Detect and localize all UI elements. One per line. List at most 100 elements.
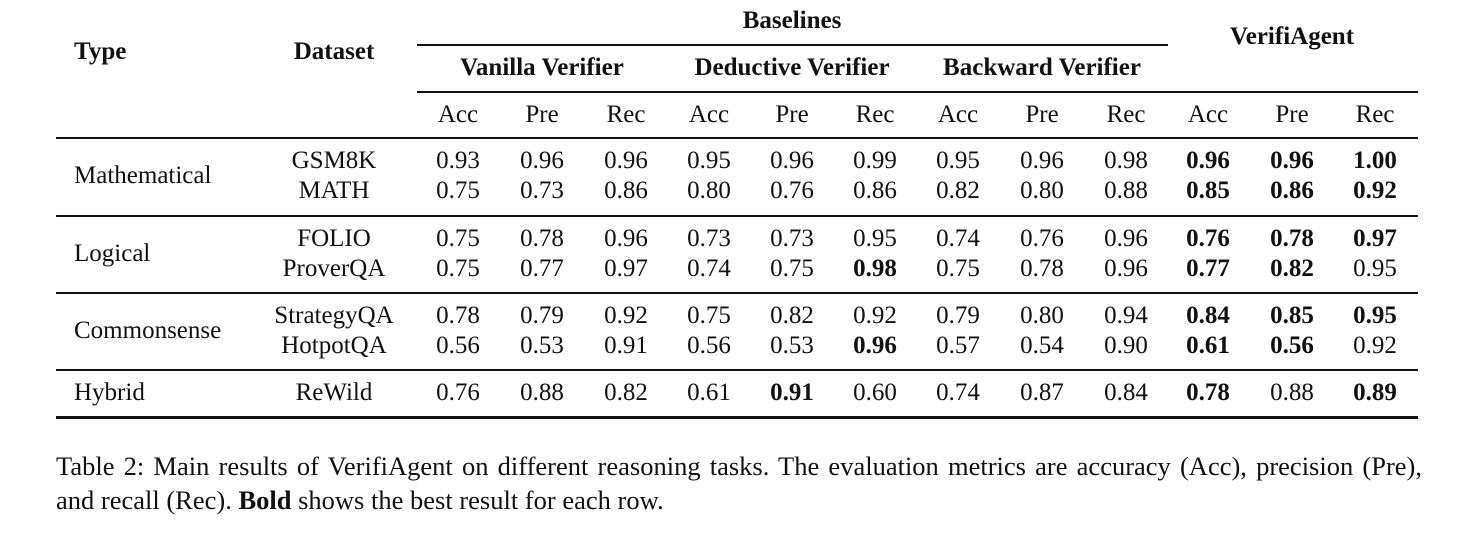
value-cell: 0.97 — [604, 255, 648, 282]
section-rule-2 — [56, 292, 1418, 294]
value-cell: 0.98 — [1104, 147, 1148, 174]
header-vanilla-verifier: Vanilla Verifier — [460, 54, 624, 81]
value-cell: 0.56 — [1270, 332, 1314, 359]
value-cell: 0.75 — [436, 225, 480, 252]
value-cell: 0.75 — [936, 255, 980, 282]
value-cell: 0.96 — [520, 147, 564, 174]
caption-bold-word: Bold — [238, 485, 292, 515]
value-cell: 0.95 — [687, 147, 731, 174]
dataset-cell: MATH — [298, 177, 370, 204]
value-cell: 0.84 — [1186, 302, 1230, 329]
value-cell: 0.78 — [520, 225, 564, 252]
metric-header: Pre — [1275, 101, 1309, 128]
value-cell: 0.96 — [1186, 147, 1230, 174]
value-cell: 0.75 — [687, 302, 731, 329]
value-cell: 0.96 — [1104, 255, 1148, 282]
value-cell: 0.92 — [604, 302, 648, 329]
value-cell: 0.89 — [1353, 379, 1397, 406]
metric-header: Rec — [606, 101, 646, 128]
header-type: Type — [74, 38, 127, 65]
value-cell: 0.80 — [1020, 177, 1064, 204]
value-cell: 0.95 — [853, 225, 897, 252]
dataset-cell: GSM8K — [291, 147, 377, 174]
value-cell: 0.61 — [1186, 332, 1230, 359]
value-cell: 0.75 — [436, 255, 480, 282]
header-verifiagent: VerifiAgent — [1229, 23, 1355, 50]
value-cell: 0.76 — [1020, 225, 1064, 252]
value-cell: 0.93 — [436, 147, 480, 174]
dataset-cell: ProverQA — [282, 255, 386, 282]
value-cell: 0.82 — [604, 379, 648, 406]
metric-header: Rec — [855, 101, 895, 128]
baselines-rule — [417, 44, 1168, 46]
header-bottom-rule — [56, 137, 1418, 139]
value-cell: 0.95 — [1353, 302, 1397, 329]
value-cell: 0.53 — [520, 332, 564, 359]
value-cell: 0.96 — [604, 147, 648, 174]
metric-header: Pre — [1025, 101, 1059, 128]
value-cell: 0.95 — [1353, 255, 1397, 282]
value-cell: 0.85 — [1270, 302, 1314, 329]
metric-header: Acc — [1187, 101, 1229, 128]
value-cell: 0.86 — [853, 177, 897, 204]
value-cell: 0.56 — [687, 332, 731, 359]
metric-header: Rec — [1106, 101, 1146, 128]
metric-header: Acc — [437, 101, 479, 128]
header-backward-verifier: Backward Verifier — [943, 54, 1141, 81]
value-cell: 0.76 — [436, 379, 480, 406]
value-cell: 0.78 — [1020, 255, 1064, 282]
value-cell: 0.56 — [436, 332, 480, 359]
value-cell: 0.92 — [853, 302, 897, 329]
value-cell: 0.74 — [687, 255, 731, 282]
value-cell: 0.96 — [1020, 147, 1064, 174]
header-dataset: Dataset — [293, 38, 375, 65]
dataset-cell: StrategyQA — [274, 302, 394, 329]
value-cell: 1.00 — [1353, 147, 1397, 174]
value-cell: 0.85 — [1186, 177, 1230, 204]
value-cell: 0.86 — [604, 177, 648, 204]
row-type-label: Logical — [74, 240, 151, 267]
metric-header: Acc — [688, 101, 730, 128]
value-cell: 0.82 — [770, 302, 814, 329]
results-table: Type Dataset Baselines VerifiAgent Vanil… — [56, 0, 1418, 420]
value-cell: 0.53 — [770, 332, 814, 359]
value-cell: 0.74 — [936, 379, 980, 406]
value-cell: 0.77 — [1186, 255, 1230, 282]
value-cell: 0.80 — [687, 177, 731, 204]
caption-text-end: shows the best result for each row. — [298, 485, 664, 515]
value-cell: 0.80 — [1020, 302, 1064, 329]
value-cell: 0.90 — [1104, 332, 1148, 359]
value-cell: 0.76 — [770, 177, 814, 204]
value-cell: 0.77 — [520, 255, 564, 282]
value-cell: 0.79 — [520, 302, 564, 329]
value-cell: 0.88 — [1104, 177, 1148, 204]
caption-text: Table 2: Main results of VerifiAgent on … — [56, 451, 1422, 515]
value-cell: 0.73 — [520, 177, 564, 204]
value-cell: 0.98 — [853, 255, 897, 282]
table-caption: Table 2: Main results of VerifiAgent on … — [56, 449, 1422, 517]
dataset-cell: FOLIO — [297, 225, 371, 252]
value-cell: 0.99 — [853, 147, 897, 174]
dataset-cell: HotpotQA — [281, 332, 387, 359]
value-cell: 0.84 — [1104, 379, 1148, 406]
value-cell: 0.78 — [1270, 225, 1314, 252]
table-bottom-rule — [56, 416, 1418, 419]
header-deductive-verifier: Deductive Verifier — [694, 54, 890, 81]
value-cell: 0.76 — [1186, 225, 1230, 252]
value-cell: 0.73 — [770, 225, 814, 252]
metric-header: Rec — [1355, 101, 1395, 128]
value-cell: 0.78 — [436, 302, 480, 329]
value-cell: 0.96 — [770, 147, 814, 174]
value-cell: 0.91 — [770, 379, 814, 406]
value-cell: 0.61 — [687, 379, 731, 406]
value-cell: 0.92 — [1353, 332, 1397, 359]
value-cell: 0.88 — [1270, 379, 1314, 406]
value-cell: 0.97 — [1353, 225, 1397, 252]
value-cell: 0.94 — [1104, 302, 1148, 329]
value-cell: 0.82 — [1270, 255, 1314, 282]
value-cell: 0.96 — [604, 225, 648, 252]
group-rule — [417, 91, 1418, 93]
value-cell: 0.75 — [436, 177, 480, 204]
metric-header: Pre — [525, 101, 559, 128]
value-cell: 0.95 — [936, 147, 980, 174]
